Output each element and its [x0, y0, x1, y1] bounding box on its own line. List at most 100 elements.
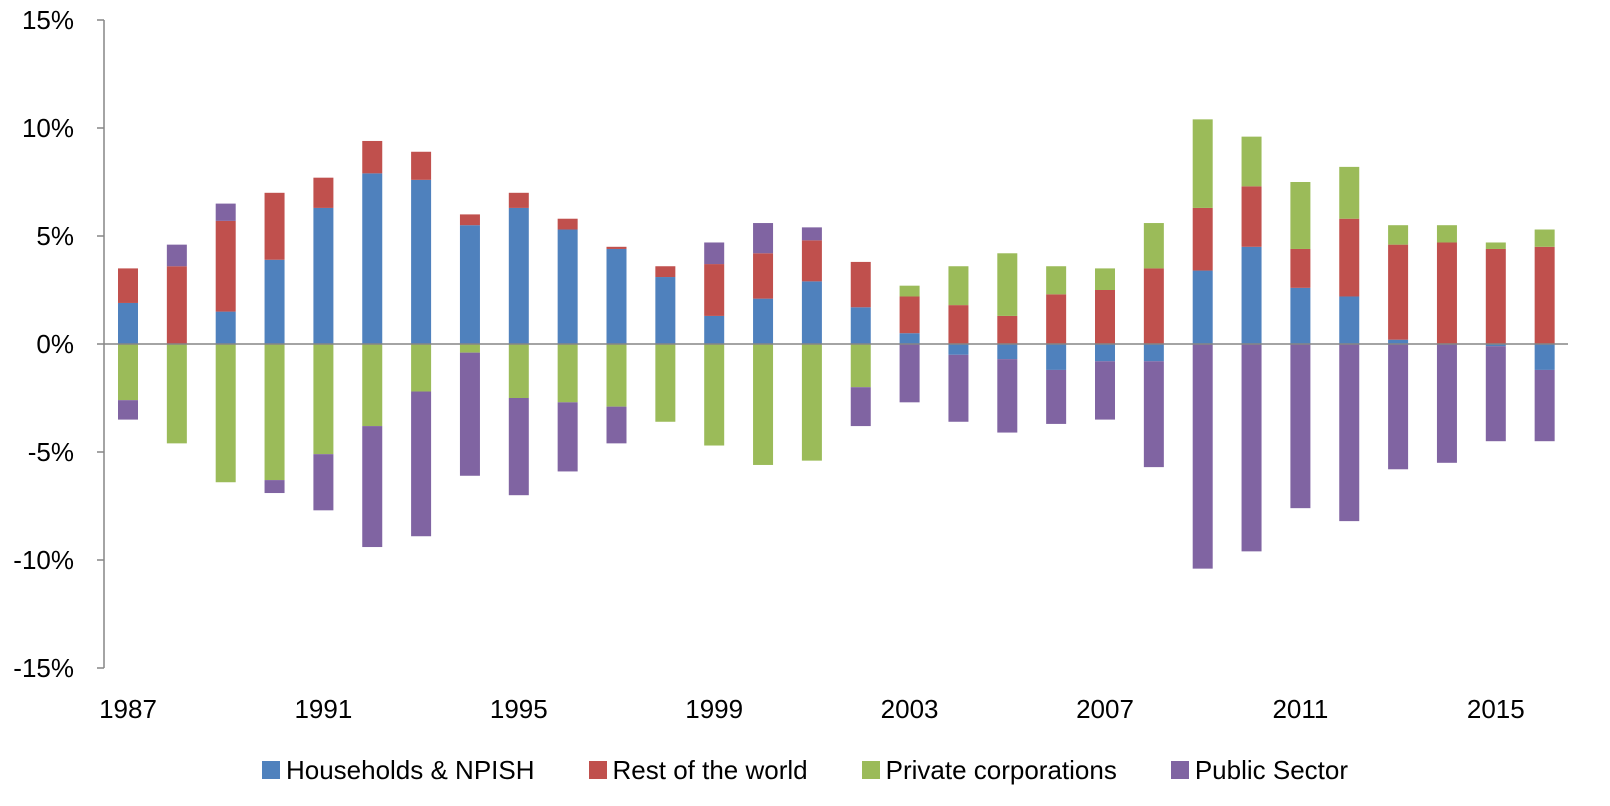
legend-item-public-sector: Public Sector [1170, 754, 1349, 786]
legend-item-rest-of-world: Rest of the world [588, 755, 808, 786]
bar-private-corporations-2003 [899, 285, 920, 297]
bar-private-corporations-2008 [1143, 223, 1164, 269]
bar-rest-of-the-world-2002 [850, 261, 871, 308]
bar-rest-of-the-world-1988 [166, 266, 187, 344]
y-tick-label: -5% [28, 437, 74, 467]
bar-private-corporations-2012 [1339, 166, 1360, 219]
legend-label-households: Households & NPISH [285, 754, 535, 785]
bar-households-npish-2007 [1095, 344, 1115, 362]
bar-rest-of-the-world-1989 [215, 220, 236, 312]
bar-rest-of-the-world-1992 [362, 140, 383, 174]
x-tick-label: 1999 [685, 694, 743, 724]
bar-rest-of-the-world-2001 [801, 240, 822, 282]
bar-private-corporations-1990 [264, 344, 285, 481]
bar-households-npish-1991 [313, 207, 334, 344]
bar-households-npish-2015 [1485, 344, 1506, 347]
bar-households-npish-2004 [948, 344, 969, 355]
legend-swatch-rest-of-world [588, 761, 607, 779]
bar-households-npish-1994 [459, 225, 480, 344]
bar-public-sector-2007 [1095, 361, 1115, 420]
x-tick-label: 2007 [1076, 694, 1134, 724]
bar-rest-of-the-world-2006 [1046, 294, 1067, 344]
bar-rest-of-the-world-1990 [264, 192, 285, 260]
bar-private-corporations-1988 [166, 344, 187, 444]
bar-public-sector-2006 [1046, 369, 1067, 424]
bar-public-sector-2003 [899, 344, 920, 403]
y-tick-label: 15% [22, 5, 74, 35]
bar-rest-of-the-world-1994 [459, 214, 480, 226]
x-tick-label: 2003 [881, 694, 939, 724]
bar-public-sector-1989 [215, 203, 236, 221]
bar-rest-of-the-world-2012 [1339, 218, 1360, 297]
bar-private-corporations-2014 [1436, 225, 1457, 243]
bar-private-corporations-2006 [1046, 266, 1067, 295]
bar-private-corporations-2011 [1290, 182, 1311, 249]
bar-rest-of-the-world-1995 [508, 192, 529, 208]
legend-swatch-households [261, 761, 280, 779]
bar-private-corporations-1997 [606, 344, 627, 407]
bar-public-sector-2004 [948, 354, 969, 422]
bar-private-corporations-2005 [997, 253, 1018, 316]
bar-rest-of-the-world-2008 [1143, 268, 1164, 344]
bar-public-sector-2016 [1534, 369, 1555, 442]
bar-public-sector-1994 [459, 352, 480, 476]
legend-swatch-public-sector [1170, 761, 1189, 779]
bar-rest-of-the-world-2014 [1436, 242, 1457, 344]
y-tick-label: -15% [13, 653, 74, 683]
bar-public-sector-2001 [801, 227, 822, 241]
bar-public-sector-2014 [1436, 344, 1457, 463]
bar-rest-of-the-world-2007 [1095, 290, 1115, 344]
bar-private-corporations-2009 [1192, 119, 1213, 208]
bar-private-corporations-1989 [215, 344, 236, 483]
bar-public-sector-1988 [166, 244, 187, 267]
legend-label-public-sector: Public Sector [1194, 754, 1349, 785]
bar-public-sector-1999 [704, 242, 725, 265]
bar-households-npish-1999 [704, 315, 725, 344]
bar-public-sector-1997 [606, 406, 627, 444]
bar-rest-of-the-world-2005 [997, 315, 1018, 344]
bar-households-npish-2016 [1534, 344, 1555, 370]
bar-households-npish-1995 [508, 207, 529, 344]
bar-households-npish-2009 [1192, 270, 1213, 344]
bar-public-sector-2013 [1388, 344, 1409, 470]
bar-public-sector-2008 [1143, 361, 1164, 468]
bar-public-sector-1995 [508, 398, 529, 496]
bar-private-corporations-2001 [801, 344, 822, 461]
bar-public-sector-2005 [997, 359, 1018, 433]
bar-rest-of-the-world-1999 [704, 264, 725, 316]
bar-private-corporations-2004 [948, 266, 969, 306]
bar-rest-of-the-world-2011 [1290, 248, 1311, 288]
bar-public-sector-2012 [1339, 344, 1360, 522]
bar-rest-of-the-world-1998 [655, 266, 676, 278]
bar-public-sector-2002 [850, 387, 871, 427]
bar-private-corporations-2013 [1388, 225, 1409, 245]
bar-private-corporations-1987 [118, 344, 138, 401]
bar-public-sector-1992 [362, 426, 383, 548]
bar-private-corporations-2007 [1095, 268, 1115, 290]
bar-households-npish-2003 [899, 333, 920, 344]
bar-households-npish-1996 [557, 229, 578, 344]
bar-rest-of-the-world-1996 [557, 218, 578, 230]
bar-public-sector-2000 [753, 223, 774, 254]
y-tick-label: 10% [22, 113, 74, 143]
bar-private-corporations-1992 [362, 344, 383, 427]
bar-rest-of-the-world-1987 [118, 268, 138, 303]
y-tick-label: -10% [13, 545, 74, 575]
x-tick-label: 1987 [99, 694, 157, 724]
bar-public-sector-2009 [1192, 344, 1213, 569]
x-tick-label: 2011 [1272, 694, 1328, 724]
bar-private-corporations-2000 [753, 344, 774, 465]
bar-households-npish-2012 [1339, 296, 1360, 344]
bar-private-corporations-2016 [1534, 229, 1555, 247]
bar-public-sector-1993 [411, 391, 432, 537]
bar-private-corporations-1993 [411, 344, 432, 392]
bar-households-npish-2001 [801, 281, 822, 344]
bar-rest-of-the-world-2010 [1241, 186, 1262, 247]
bar-households-npish-1997 [606, 248, 627, 344]
bar-households-npish-2005 [997, 344, 1018, 360]
x-tick-label: 2015 [1467, 694, 1525, 724]
bar-households-npish-1990 [264, 259, 285, 344]
y-tick-label: 5% [36, 221, 74, 251]
bar-households-npish-2002 [850, 307, 871, 344]
x-tick-label: 1995 [490, 694, 548, 724]
